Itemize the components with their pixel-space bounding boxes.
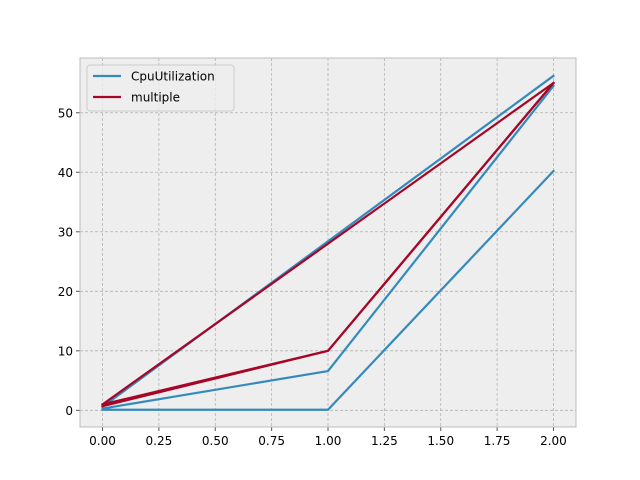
legend: CpuUtilization multiple <box>86 64 235 112</box>
x-tick-label: 0.00 <box>89 434 116 448</box>
y-tick-label: 20 <box>58 285 73 299</box>
y-axis-ticks: 0 10 20 30 40 50 <box>58 106 80 418</box>
y-tick-label: 10 <box>58 344 73 358</box>
x-tick-label: 1.00 <box>315 434 342 448</box>
series-line-cpuutilization <box>101 169 556 411</box>
x-tick-label: 2.00 <box>540 434 567 448</box>
series-line-multiple <box>101 81 555 406</box>
x-tick-label: 0.50 <box>202 434 229 448</box>
y-tick-label: 30 <box>58 225 73 239</box>
series-line-cpuutilization <box>101 84 555 410</box>
y-tick-label: 40 <box>58 166 73 180</box>
x-tick-label: 1.25 <box>371 434 398 448</box>
series-line-multiple <box>101 81 555 406</box>
series-lines <box>101 74 556 411</box>
legend-label-multiple: multiple <box>131 91 180 105</box>
x-tick-label: 1.50 <box>427 434 454 448</box>
x-axis-ticks: 0.00 0.25 0.50 0.75 1.00 1.25 1.50 1.75 2.00 <box>89 427 567 448</box>
x-tick-label: 1.75 <box>484 434 511 448</box>
x-tick-label: 0.25 <box>146 434 173 448</box>
plot-frame <box>79 57 577 428</box>
legend-box <box>86 64 235 112</box>
y-tick-label: 50 <box>58 106 73 120</box>
y-tick-label: 0 <box>65 404 73 418</box>
legend-label-cpuutilization: CpuUtilization <box>131 70 215 84</box>
x-tick-label: 0.75 <box>258 434 285 448</box>
